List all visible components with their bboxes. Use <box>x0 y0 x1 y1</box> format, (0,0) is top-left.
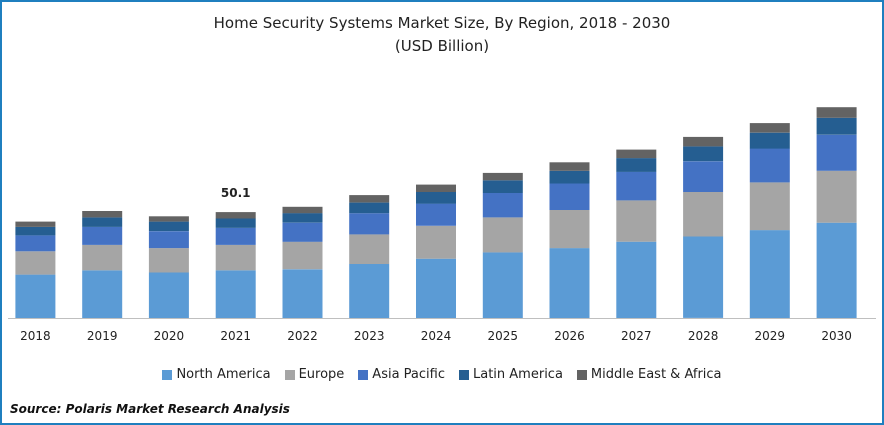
bar-segment-2019-europe <box>82 244 123 271</box>
bar-segment-2018-north-america <box>15 274 56 318</box>
x-tick-label-2022: 2022 <box>287 329 318 343</box>
bar-segment-2030-asia-pacific <box>816 134 857 171</box>
bar-segment-2024-middle-east-africa <box>416 184 456 192</box>
bar-segment-2026-north-america <box>549 248 590 318</box>
x-tick-label-2021: 2021 <box>220 329 251 343</box>
bar-segment-2027-asia-pacific <box>616 171 657 201</box>
bar-segment-2027-latin-america <box>616 158 657 172</box>
legend-item-north-america: North America <box>162 367 271 382</box>
bar-segment-2028-north-america <box>683 236 724 318</box>
legend-label-north-america: North America <box>176 367 271 382</box>
bar-segment-2029-latin-america <box>749 132 790 149</box>
bar-segment-2025-middle-east-africa <box>482 172 523 181</box>
bar-segment-2028-latin-america <box>683 146 724 162</box>
bar-segment-2023-north-america <box>349 264 390 318</box>
bar-segment-2020-asia-pacific <box>148 231 189 249</box>
legend-label-europe: Europe <box>298 367 345 382</box>
bar-segment-2021-middle-east-africa <box>215 212 256 219</box>
bar-segment-2029-north-america <box>749 230 790 318</box>
bar-segment-2023-asia-pacific <box>349 213 390 235</box>
bar-segment-2024-asia-pacific <box>416 203 456 226</box>
legend-swatch-latin-america <box>459 369 469 380</box>
legend-item-middle-east-africa: Middle East & Africa <box>576 367 722 382</box>
bar-segment-2030-middle-east-africa <box>816 107 857 118</box>
legend-item-europe: Europe <box>284 367 345 382</box>
bar-segment-2028-middle-east-africa <box>683 136 724 147</box>
bar-segment-2027-middle-east-africa <box>616 149 657 159</box>
legend-item-latin-america: Latin America <box>459 367 563 382</box>
bar-segment-2025-north-america <box>482 252 523 318</box>
source-note: Source: Polaris Market Research Analysis <box>10 402 290 416</box>
bar-segment-2024-europe <box>416 225 456 259</box>
bar-segment-2018-middle-east-africa <box>15 221 56 227</box>
bar-segment-2021-latin-america <box>215 218 256 228</box>
bar-segment-2022-middle-east-africa <box>282 206 323 214</box>
legend-item-asia-pacific: Asia Pacific <box>358 367 445 382</box>
legend-swatch-asia-pacific <box>358 369 369 380</box>
bar-segment-2025-europe <box>482 217 523 253</box>
bar-segment-2020-latin-america <box>148 221 189 232</box>
legend-swatch-middle-east-africa <box>576 369 587 380</box>
x-tick-label-2020: 2020 <box>154 329 185 343</box>
bar-segment-2022-north-america <box>282 269 323 318</box>
bar-segment-2022-latin-america <box>282 213 323 223</box>
x-tick-label-2023: 2023 <box>354 329 385 343</box>
bar-segment-2025-latin-america <box>482 180 523 193</box>
bar-segment-2023-middle-east-africa <box>349 195 390 203</box>
bar-segment-2020-europe <box>148 248 189 273</box>
x-tick-label-2027: 2027 <box>621 329 652 343</box>
chart-title: Home Security Systems Market Size, By Re… <box>213 14 671 32</box>
bar-segment-2027-north-america <box>616 241 657 318</box>
bar-segment-2019-north-america <box>82 270 123 318</box>
bar-segment-2021-asia-pacific <box>215 228 256 245</box>
bar-segment-2026-latin-america <box>549 170 590 184</box>
bar-segment-2028-europe <box>683 192 724 237</box>
x-tick-label-2029: 2029 <box>755 329 786 343</box>
bar-segment-2029-europe <box>749 182 790 231</box>
bar-segment-2019-asia-pacific <box>82 226 123 245</box>
data-label-2021: 50.1 <box>221 186 251 200</box>
x-tick-label-2028: 2028 <box>688 329 719 343</box>
x-tick-label-2024: 2024 <box>421 329 452 343</box>
bar-segment-2020-middle-east-africa <box>148 216 189 222</box>
chart-subtitle: (USD Billion) <box>394 37 490 55</box>
legend-label-middle-east-africa: Middle East & Africa <box>590 367 722 382</box>
x-tick-label-2018: 2018 <box>20 329 51 343</box>
bar-segment-2019-latin-america <box>82 217 123 227</box>
bar-segment-2030-latin-america <box>816 117 857 135</box>
bar-segment-2030-europe <box>816 170 857 223</box>
bar-segment-2027-europe <box>616 200 657 242</box>
bar-segment-2024-north-america <box>416 258 456 318</box>
bar-segment-2029-middle-east-africa <box>749 123 790 133</box>
bar-segment-2028-asia-pacific <box>683 161 724 192</box>
bar-segment-2030-north-america <box>816 222 857 318</box>
bar-segment-2021-north-america <box>215 270 256 318</box>
legend-swatch-north-america <box>162 369 173 380</box>
legend-swatch-europe <box>284 369 295 380</box>
bar-segment-2018-latin-america <box>15 226 56 236</box>
x-tick-label-2019: 2019 <box>87 329 118 343</box>
bar-segment-2022-asia-pacific <box>282 222 323 242</box>
bar-segment-2023-europe <box>349 234 390 264</box>
x-tick-label-2025: 2025 <box>488 329 519 343</box>
bar-segment-2026-asia-pacific <box>549 183 590 210</box>
bar-segment-2018-asia-pacific <box>15 235 56 252</box>
x-tick-label-2030: 2030 <box>821 329 852 343</box>
bar-segment-2026-middle-east-africa <box>549 162 590 171</box>
bar-segment-2025-asia-pacific <box>482 193 523 218</box>
bar-segment-2021-europe <box>215 244 256 271</box>
bar-segment-2023-latin-america <box>349 202 390 214</box>
bar-segment-2020-north-america <box>148 272 189 318</box>
bar-segment-2029-asia-pacific <box>749 148 790 183</box>
chart-legend: North America Europe Asia Pacific Latin Ame… <box>0 367 884 382</box>
legend-label-asia-pacific: Asia Pacific <box>372 367 445 382</box>
bar-segment-2026-europe <box>549 210 590 249</box>
bar-segment-2024-latin-america <box>416 192 456 204</box>
legend-label-latin-america: Latin America <box>473 367 563 382</box>
bar-segment-2022-europe <box>282 241 323 270</box>
bar-segment-2018-europe <box>15 251 56 275</box>
bar-segment-2019-middle-east-africa <box>82 211 123 218</box>
x-tick-label-2026: 2026 <box>554 329 585 343</box>
